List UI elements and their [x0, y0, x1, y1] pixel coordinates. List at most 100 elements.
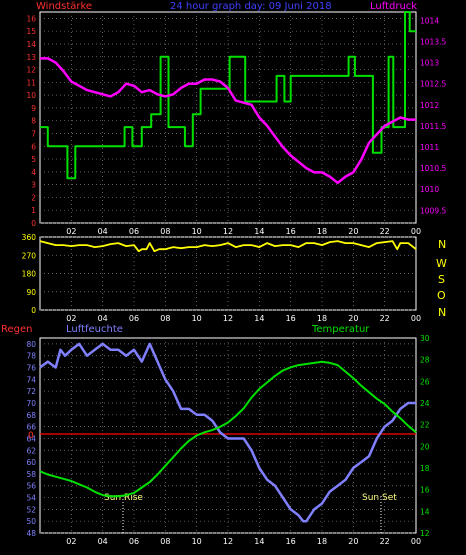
y-tick-label: 74	[26, 375, 36, 384]
x-tick-label: 10	[192, 537, 202, 546]
y-tick-label: 10	[26, 91, 36, 100]
sunset-label: Sun Set	[362, 493, 397, 503]
y-tick-label: 180	[22, 270, 37, 279]
y2-tick-label: 1010	[420, 185, 439, 194]
y2-tick-label: 1009.5	[420, 206, 446, 215]
y2-tick-label: 22	[420, 421, 430, 430]
y-tick-label: 12	[26, 66, 36, 75]
y-tick-label: 80	[26, 340, 36, 349]
y-tick-label: 58	[26, 470, 36, 479]
x-tick-label: 14	[254, 537, 264, 546]
y-tick-label: 70	[26, 399, 36, 408]
y-tick-label: 270	[22, 251, 37, 260]
x-tick-label: 08	[160, 314, 170, 323]
y-tick-label: 13	[26, 53, 36, 62]
direction-y-ticks: 0 90 180 270 360	[22, 233, 37, 315]
dir-letter-n-top: N	[438, 238, 446, 251]
y-tick-label: 9	[31, 104, 36, 113]
y-tick-label: 3	[31, 181, 36, 190]
wind-series	[40, 11, 416, 180]
x-tick-label: 00	[411, 314, 421, 323]
series-layer	[39, 11, 417, 523]
y-tick-label: 62	[26, 446, 36, 455]
y2-tick-label: 20	[420, 442, 430, 451]
x-tick-label: 12	[223, 314, 233, 323]
temperature-series	[39, 360, 417, 498]
pressure-axis-title: Luftdruck	[370, 1, 417, 12]
x-tick-label: 00	[411, 227, 421, 236]
y-tick-label: 68	[26, 411, 36, 420]
y-tick-label: 90	[26, 288, 36, 297]
y-tick-label: 0	[31, 219, 36, 228]
y2-tick-label: 18	[420, 464, 430, 473]
y2-tick-label: 1013	[420, 59, 439, 68]
direction-x-ticks: 02 04 06 08 10 12 14 16 18 20 22 00	[66, 314, 421, 323]
y-tick-label: 60	[26, 458, 36, 467]
x-tick-label: 04	[98, 314, 108, 323]
y2-tick-label: 28	[420, 356, 430, 365]
x-tick-label: 06	[129, 227, 139, 236]
y-tick-label: 48	[26, 529, 36, 538]
x-tick-label: 14	[254, 227, 264, 236]
x-tick-label: 04	[98, 537, 108, 546]
x-tick-label: 00	[411, 537, 421, 546]
y-tick-label: 11	[26, 78, 36, 87]
x-tick-label: 20	[348, 537, 358, 546]
x-tick-label: 16	[286, 537, 296, 546]
y-tick-label: 0	[31, 306, 36, 315]
x-tick-label: 04	[98, 227, 108, 236]
x-tick-label: 12	[223, 227, 233, 236]
x-tick-label: 02	[66, 537, 76, 546]
dir-letter-w: W	[436, 257, 447, 270]
direction-series	[39, 240, 417, 253]
y-tick-label: 7	[31, 129, 36, 138]
humidity-axis-title: Luftfeuchte	[66, 324, 123, 335]
y2-tick-label: 1011	[420, 143, 439, 152]
y-tick-label: 4	[31, 168, 36, 177]
y-tick-label: 56	[26, 482, 36, 491]
lower-grid	[40, 338, 416, 534]
dir-letter-s: S	[438, 273, 445, 286]
x-tick-label: 10	[192, 314, 202, 323]
y-tick-label: 2	[31, 193, 36, 202]
lower-x-ticks: 02 04 06 08 10 12 14 16 18 20 22 00	[66, 537, 421, 546]
chart-title: 24 hour graph day: 09 Juni 2018	[170, 1, 332, 12]
rain-axis-title: Regen	[1, 324, 33, 335]
y2-tick-label: 1012.5	[420, 80, 446, 89]
sunrise-label: Sun Rise	[104, 493, 143, 503]
y-tick-label: 54	[26, 494, 36, 503]
y-tick-label: 76	[26, 364, 36, 373]
y2-tick-label: 24	[420, 399, 430, 408]
y-tick-label: 78	[26, 352, 36, 361]
y-tick-label: 14	[26, 40, 36, 49]
x-tick-label: 10	[192, 227, 202, 236]
dir-letter-n-bottom: N	[438, 306, 446, 319]
x-tick-label: 20	[348, 314, 358, 323]
top-grid	[40, 12, 416, 224]
y-tick-label: 52	[26, 505, 36, 514]
x-tick-label: 22	[380, 314, 390, 323]
wind-axis-title: Windstärke	[36, 1, 92, 12]
x-tick-label: 08	[160, 537, 170, 546]
x-tick-label: 06	[129, 314, 139, 323]
y2-tick-label: 12	[420, 529, 430, 538]
x-tick-label: 16	[286, 227, 296, 236]
x-tick-label: 22	[380, 537, 390, 546]
y-tick-label: 8	[31, 117, 36, 126]
y2-tick-label: 1010.5	[420, 164, 446, 173]
top-x-ticks: 02 04 06 08 10 12 14 16 18 20 22 00	[66, 227, 421, 236]
x-tick-label: 22	[380, 227, 390, 236]
y2-tick-label: 26	[420, 377, 430, 386]
y2-tick-label: 1014	[420, 16, 439, 25]
x-tick-label: 08	[160, 227, 170, 236]
y-tick-label: 50	[26, 517, 36, 526]
y2-tick-label: 1012	[420, 101, 439, 110]
y-tick-label: 15	[26, 27, 36, 36]
x-tick-label: 02	[66, 314, 76, 323]
x-tick-label: 16	[286, 314, 296, 323]
x-tick-label: 02	[66, 227, 76, 236]
y-tick-label: 72	[26, 387, 36, 396]
